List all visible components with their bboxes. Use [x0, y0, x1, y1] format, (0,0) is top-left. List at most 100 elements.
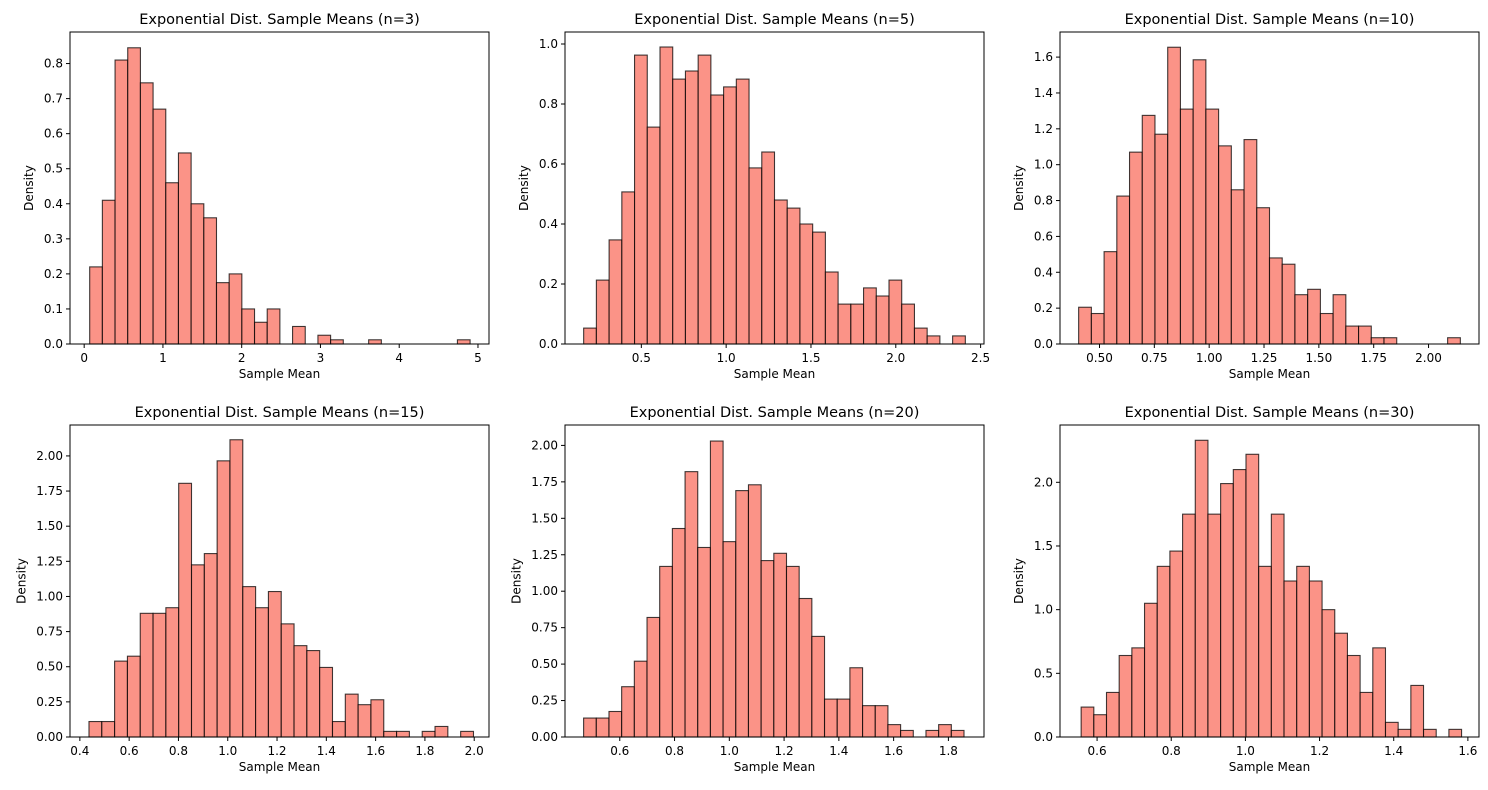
y-tick-label: 0.50 — [36, 660, 63, 674]
panel-n20: Exponential Dist. Sample Means (n=20) Sa… — [510, 405, 985, 774]
histogram-bar — [1207, 513, 1222, 738]
histogram-bar — [203, 217, 218, 345]
y-tick-label: 0.75 — [36, 625, 63, 639]
histogram-bar — [139, 612, 154, 738]
x-tick-label: 0.8 — [1162, 744, 1181, 758]
y-tick-label: 1.50 — [531, 511, 558, 525]
histogram-bar — [1258, 565, 1272, 738]
x-axis-label: Sample Mean — [239, 760, 321, 774]
y-tick-label: 0.00 — [36, 730, 63, 744]
histogram-bar — [1205, 108, 1220, 345]
bars — [89, 47, 471, 345]
y-tick-label: 0.00 — [531, 730, 558, 744]
x-tick-label: 1.6 — [1458, 744, 1477, 758]
histogram-bar — [1105, 691, 1120, 738]
histogram-bar — [697, 54, 712, 345]
histogram-bar — [1283, 580, 1298, 738]
histogram-bar — [1192, 59, 1207, 345]
y-tick-label: 0.0 — [1034, 337, 1053, 351]
y-axis-label: Density — [22, 165, 36, 211]
histogram-bar — [1346, 654, 1361, 738]
histogram-bar — [773, 199, 788, 345]
histogram-bar — [823, 698, 838, 738]
y-tick-label: 0.0 — [539, 337, 558, 351]
x-tick-label: 1.4 — [317, 744, 336, 758]
x-tick-label: 4 — [395, 351, 403, 365]
y-tick-label: 1.00 — [36, 589, 63, 603]
bars — [1080, 439, 1463, 738]
histogram-bar — [253, 321, 268, 345]
histogram-bar — [583, 327, 597, 345]
histogram-bar — [1281, 263, 1296, 345]
x-tick-label: 1.50 — [1305, 351, 1332, 365]
histogram-bar — [1384, 721, 1399, 738]
x-tick-label: 1.2 — [775, 744, 794, 758]
y-tick-label: 0.5 — [44, 162, 63, 176]
x-tick-label: 1.0 — [218, 744, 237, 758]
histogram-bar — [1218, 145, 1232, 345]
panel-n10: Exponential Dist. Sample Means (n=10) Sa… — [1012, 12, 1480, 381]
histogram-bar — [646, 616, 661, 738]
y-tick-label: 0.6 — [1034, 229, 1053, 243]
histogram-bar — [913, 327, 928, 345]
histogram-bar — [950, 729, 965, 738]
histogram-bar — [126, 655, 141, 738]
histogram-bar — [267, 590, 282, 738]
y-tick-label: 1.0 — [539, 37, 558, 51]
axes-frame — [69, 424, 490, 738]
y-tick-label: 1.6 — [1034, 50, 1053, 64]
histogram-bar — [748, 167, 763, 345]
x-tick-label: 1.4 — [1384, 744, 1403, 758]
histogram-bar — [659, 565, 673, 738]
histogram-bar — [216, 460, 231, 738]
histogram-bar — [370, 699, 385, 738]
histogram-bar — [1118, 654, 1133, 738]
histogram-bar — [671, 527, 686, 738]
histogram-bar — [608, 239, 623, 345]
histogram-bar — [709, 440, 724, 738]
histogram-bar — [697, 546, 711, 738]
histogram-bar — [280, 623, 295, 738]
y-tick-label: 0.6 — [44, 127, 63, 141]
histogram-bar — [952, 335, 966, 345]
x-tick-label: 0.6 — [120, 744, 139, 758]
histogram-bar — [621, 686, 635, 738]
histogram-bar — [1245, 453, 1260, 738]
histogram-bar — [1447, 337, 1461, 345]
chart-title: Exponential Dist. Sample Means (n=3) — [139, 12, 420, 28]
y-axis-label: Density — [1012, 165, 1026, 211]
y-tick-label: 0.8 — [44, 57, 63, 71]
axes-frame — [1059, 31, 1480, 345]
chart-title: Exponential Dist. Sample Means (n=20) — [630, 405, 920, 421]
histogram-bar — [1294, 294, 1309, 345]
histogram-bar — [684, 70, 699, 345]
y-tick-label: 2.00 — [531, 438, 558, 452]
histogram-bar — [165, 182, 180, 345]
y-tick-label: 0.4 — [44, 197, 63, 211]
y-tick-label: 0.7 — [44, 92, 63, 106]
histogram-bar — [228, 273, 243, 345]
histogram-bar — [434, 725, 449, 738]
x-axis-label: Sample Mean — [734, 760, 816, 774]
x-axis-label: Sample Mean — [1229, 760, 1311, 774]
x-tick-label: 1.25 — [1251, 351, 1278, 365]
y-tick-label: 0.50 — [531, 657, 558, 671]
histogram-bar — [306, 650, 321, 738]
y-tick-label: 0.3 — [44, 232, 63, 246]
histogram-bar — [1167, 46, 1181, 345]
histogram-bar — [1103, 251, 1118, 345]
x-tick-label: 1.2 — [1310, 744, 1329, 758]
y-tick-label: 1.50 — [36, 519, 63, 533]
histogram-bar — [799, 223, 814, 345]
histogram-bar — [190, 203, 205, 345]
histogram-bar — [938, 724, 952, 738]
y-tick-label: 0.6 — [539, 157, 558, 171]
x-tick-label: 2 — [238, 351, 246, 365]
y-tick-label: 0.2 — [539, 277, 558, 291]
y-axis-label: Density — [510, 558, 524, 604]
histogram-bar — [850, 303, 865, 345]
histogram-bar — [1268, 257, 1283, 345]
histogram-bar — [684, 471, 699, 738]
